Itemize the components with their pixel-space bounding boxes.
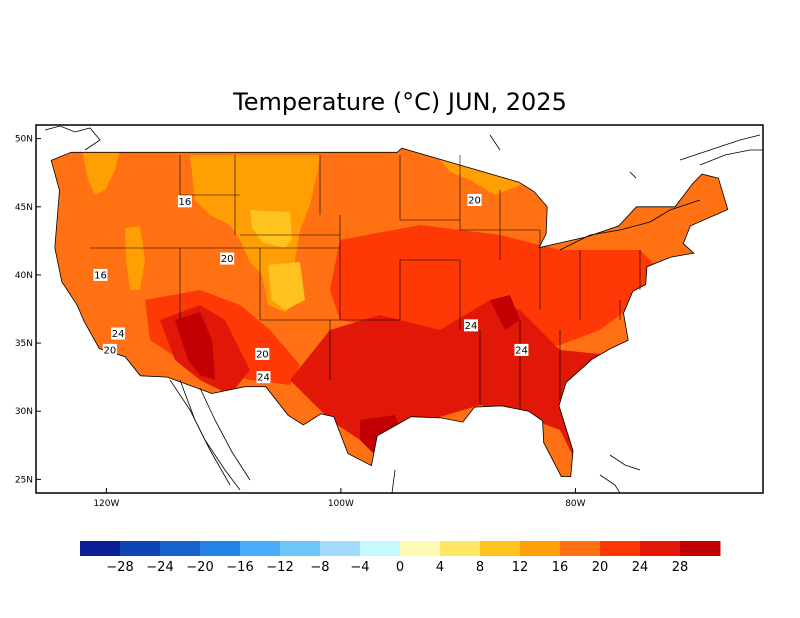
lon-tick-label: 100W [328, 499, 354, 509]
colorbar-tick-label: −24 [146, 560, 173, 575]
colorbar-swatch [560, 541, 601, 556]
svg-text:20: 20 [104, 345, 117, 356]
colorbar-tick-label: 24 [632, 560, 649, 575]
colorbar-tick-label: 0 [396, 560, 404, 575]
temperature-fill [51, 148, 728, 477]
temp-band-16-cascades [82, 150, 120, 195]
contour-labels: 16 20 16 20 24 20 20 24 24 24 [93, 193, 529, 384]
lat-tick-label: 30N [15, 407, 33, 417]
colorbar-tick-label: 20 [592, 560, 609, 575]
contour-label: 24 [514, 343, 529, 356]
map-area: 16 20 16 20 24 20 20 24 24 24 [44, 125, 763, 493]
lat-tick-label: 45N [15, 203, 33, 213]
colorbar-swatch [600, 541, 641, 556]
colorbar-tick-label: −4 [350, 560, 369, 575]
temp-band-32 [175, 312, 215, 380]
colorbar-tick-label: 28 [672, 560, 689, 575]
svg-text:16: 16 [179, 197, 192, 208]
svg-text:24: 24 [112, 329, 125, 340]
colorbar-swatch [680, 541, 721, 556]
chart-title: Temperature (°C) JUN, 2025 [233, 88, 567, 116]
colorbar-tick-label: −12 [266, 560, 293, 575]
colorbar-swatch [320, 541, 361, 556]
temp-band-12 [250, 210, 292, 248]
svg-text:24: 24 [257, 373, 270, 384]
map-frame [35, 124, 764, 494]
svg-text:24: 24 [465, 321, 478, 332]
colorbar-tick-label: −20 [186, 560, 213, 575]
contour-label: 16 [177, 195, 192, 208]
svg-text:24: 24 [515, 345, 528, 356]
colorbar-tick-label: 8 [476, 560, 484, 575]
colorbar-labels: −28 −24 −20 −16 −12 −8 −4 0 4 8 12 16 20 24 28 [106, 560, 688, 575]
lat-tick-label: 35N [15, 339, 33, 349]
lat-tick-label: 40N [15, 271, 33, 281]
colorbar-tick-label: 16 [552, 560, 569, 575]
svg-text:20: 20 [468, 195, 481, 206]
contour-label: 24 [464, 319, 479, 332]
colorbar-swatch [400, 541, 441, 556]
svg-text:20: 20 [256, 349, 269, 360]
colorbar-swatch [160, 541, 201, 556]
colorbar-swatch [440, 541, 481, 556]
contour-label: 20 [220, 252, 235, 265]
latitude-axis: 50N 45N 40N 35N 30N 25N [15, 135, 41, 485]
contour-label: 24 [111, 327, 126, 340]
temp-band-12-co [268, 262, 305, 310]
neighbor-coastlines [44, 125, 763, 493]
contour-label: 16 [93, 268, 108, 281]
colorbar-tick-label: −8 [310, 560, 329, 575]
temp-band-24 [330, 225, 660, 350]
lat-tick-label: 25N [15, 475, 33, 485]
colorbar-tick-label: −16 [226, 560, 253, 575]
contour-label: 24 [256, 371, 271, 384]
contour-label: 20 [467, 193, 482, 206]
colorbar-tick-label: 12 [512, 560, 529, 575]
svg-text:20: 20 [221, 254, 234, 265]
longitude-axis: 120W 100W 80W [93, 488, 586, 509]
svg-text:16: 16 [94, 270, 107, 281]
colorbar-swatch [200, 541, 241, 556]
colorbar-swatch [120, 541, 161, 556]
colorbar-tick-label: 4 [436, 560, 444, 575]
contour-label: 20 [102, 343, 117, 356]
state-boundaries [90, 155, 641, 410]
colorbar-swatch [480, 541, 521, 556]
lat-tick-label: 50N [15, 135, 33, 145]
colorbar-swatch [240, 541, 281, 556]
temp-band-32-ms [490, 295, 520, 330]
lon-tick-label: 80W [565, 499, 585, 509]
contour-label: 20 [255, 347, 270, 360]
colorbar-swatch [360, 541, 401, 556]
colorbar [80, 541, 721, 556]
colorbar-swatch [520, 541, 561, 556]
colorbar-tick-label: −28 [106, 560, 133, 575]
colorbar-swatch [280, 541, 321, 556]
colorbar-swatch [80, 541, 121, 556]
lon-tick-label: 120W [93, 499, 119, 509]
colorbar-swatch [640, 541, 681, 556]
temp-band-16-sierra [125, 226, 145, 290]
